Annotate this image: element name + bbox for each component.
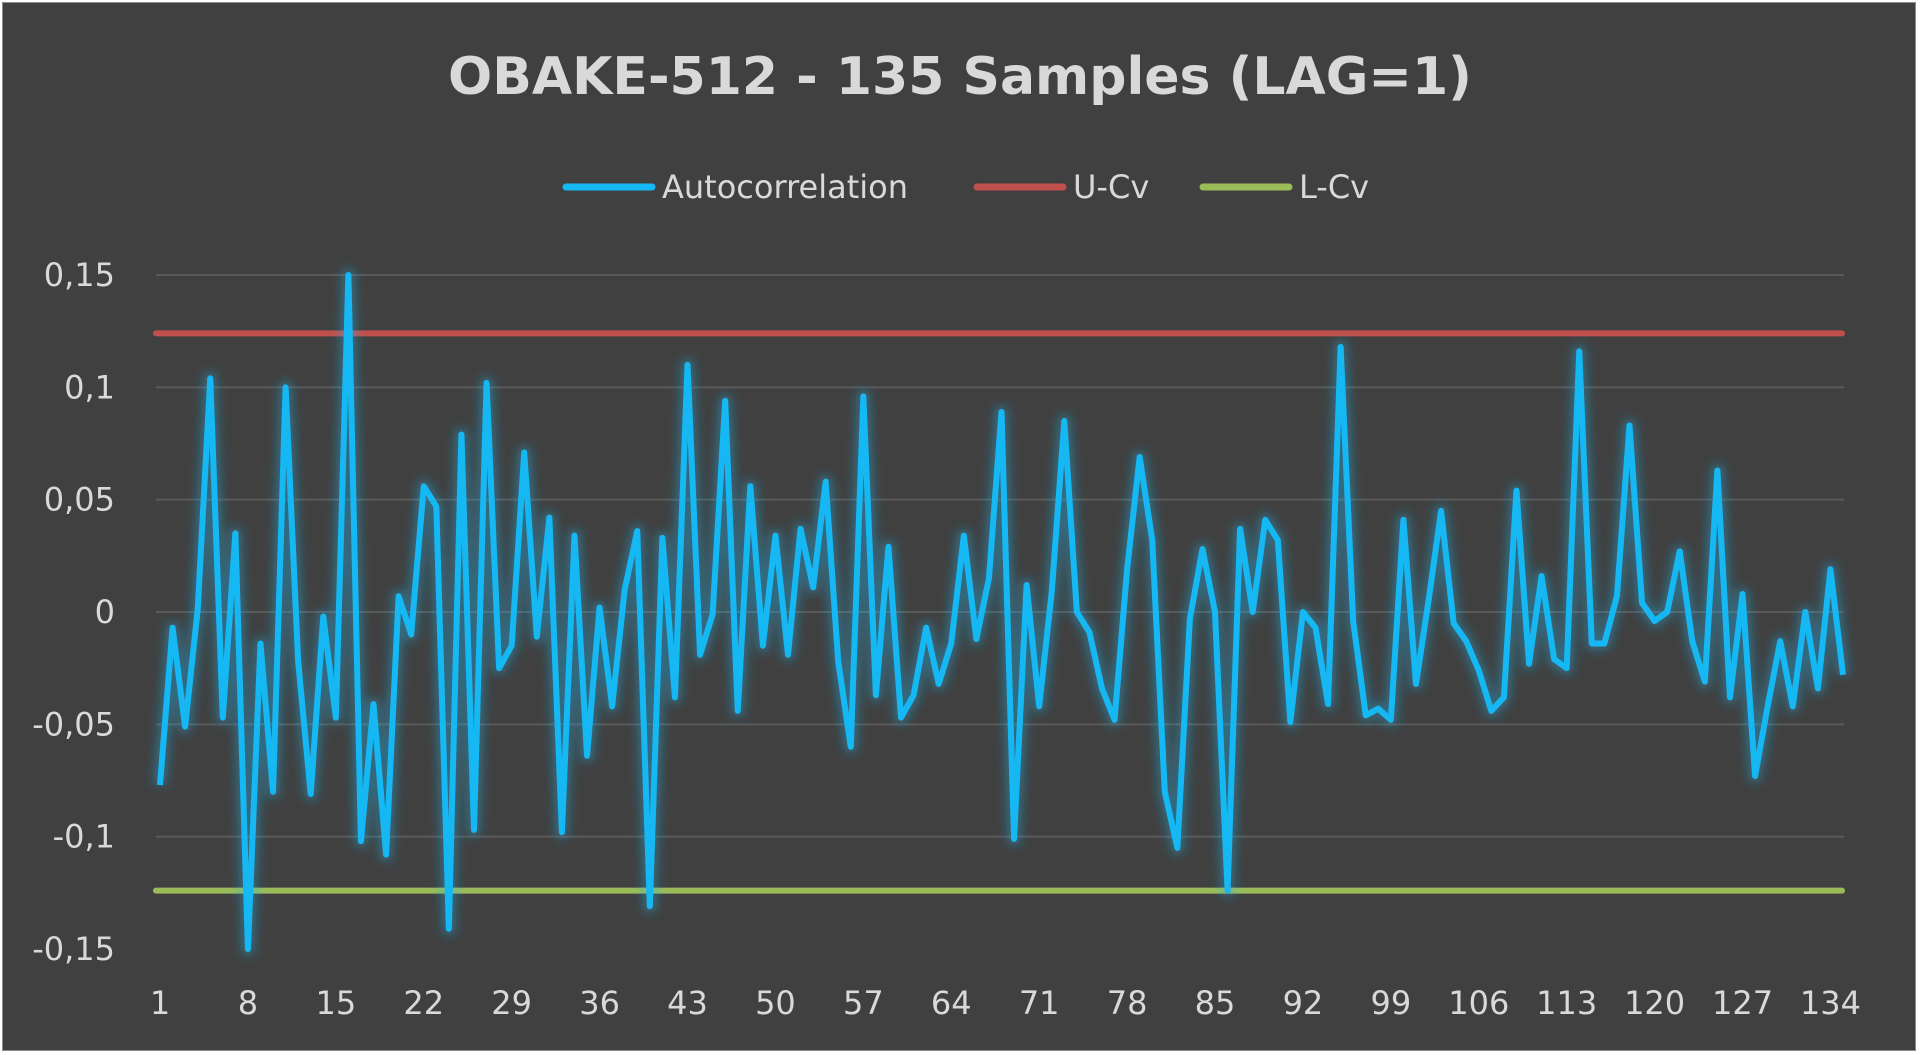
y-tick-label: 0,1: [64, 368, 115, 406]
chart-title: OBAKE-512 - 135 Samples (LAG=1): [448, 47, 1472, 107]
legend: Autocorrelation U-Cv L-Cv: [562, 168, 1369, 206]
y-tick-label: 0,15: [44, 256, 115, 294]
x-axis-tick-labels: 1 8 15 22 29 36 43 50 57 64 71 78 85 92 99 106 113 120 127…: [150, 984, 1861, 1022]
x-tick-label: 22: [403, 984, 444, 1022]
x-tick-label: 50: [755, 984, 796, 1022]
x-tick-label: 29: [491, 984, 532, 1022]
x-tick-label: 8: [238, 984, 258, 1022]
x-tick-label: 64: [931, 984, 972, 1022]
x-tick-label: 71: [1019, 984, 1060, 1022]
x-tick-label: 113: [1536, 984, 1597, 1022]
x-tick-label: 85: [1195, 984, 1236, 1022]
x-tick-label: 99: [1370, 984, 1411, 1022]
legend-label-ucv: U-Cv: [1073, 168, 1149, 206]
legend-label-autocorrelation: Autocorrelation: [662, 168, 908, 206]
x-tick-label: 57: [843, 984, 884, 1022]
x-tick-label: 127: [1712, 984, 1773, 1022]
x-tick-label: 120: [1624, 984, 1685, 1022]
x-tick-label: 78: [1107, 984, 1148, 1022]
series-layer: [153, 268, 1850, 956]
reference-lines: [153, 318, 1845, 906]
autocorrelation-line: [157, 272, 1846, 952]
y-tick-label: -0,05: [32, 705, 115, 743]
y-tick-label: -0,1: [53, 818, 115, 856]
x-tick-label: 15: [315, 984, 356, 1022]
x-tick-label: 106: [1448, 984, 1509, 1022]
y-tick-label: -0,15: [32, 930, 115, 968]
x-tick-label: 134: [1800, 984, 1861, 1022]
y-tick-label: 0: [95, 593, 115, 631]
y-axis-tick-labels: 0,15 0,1 0,05 0 -0,05 -0,1 -0,15: [32, 256, 115, 968]
x-tick-label: 43: [667, 984, 708, 1022]
legend-label-lcv: L-Cv: [1299, 168, 1369, 206]
x-tick-label: 92: [1283, 984, 1324, 1022]
x-tick-label: 1: [150, 984, 170, 1022]
x-tick-label: 36: [579, 984, 620, 1022]
y-tick-label: 0,05: [44, 481, 115, 519]
